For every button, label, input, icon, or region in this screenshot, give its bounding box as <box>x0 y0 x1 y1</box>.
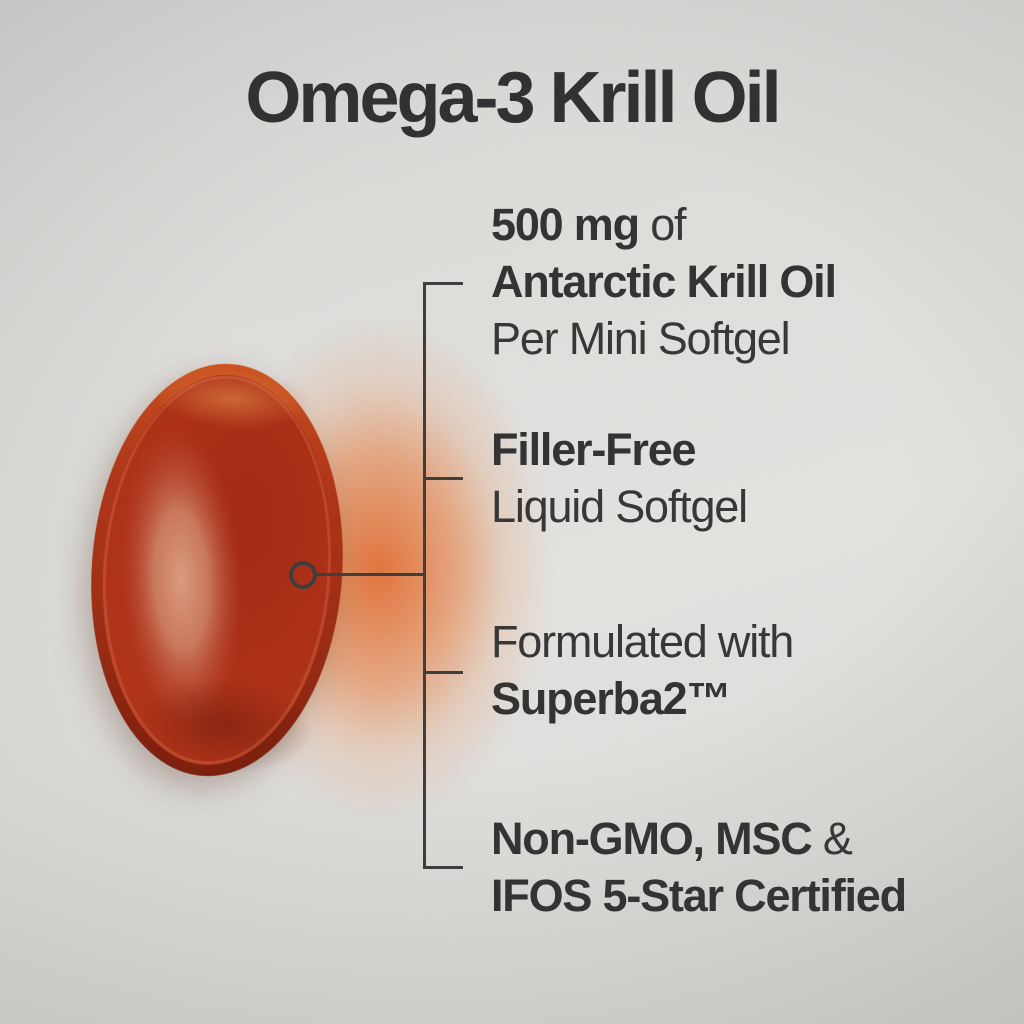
callout-filler-free: Filler-Free Liquid Softgel <box>491 421 748 535</box>
callout-superba: Formulated with Superba2™ <box>491 613 794 727</box>
callout-text-strong: Superba2™ <box>491 673 731 724</box>
callout-line: Filler-Free <box>491 421 747 478</box>
softgel-capsule-photo <box>90 363 344 777</box>
callout-text-strong: 500 mg <box>491 199 640 250</box>
callout-text-strong: IFOS 5-Star Certified <box>491 870 907 921</box>
callout-text-strong: Non-GMO, MSC <box>491 813 813 864</box>
callout-text: Per Mini Softgel <box>491 313 791 364</box>
callout-text-strong: Antarctic Krill Oil <box>491 256 837 307</box>
callout-text: & <box>811 813 853 864</box>
callout-text: Liquid Softgel <box>491 481 748 532</box>
callout-text: Formulated with <box>491 616 794 667</box>
page-title: Omega-3 Krill Oil <box>245 58 781 138</box>
pointer-line <box>314 573 424 576</box>
callout-line: Non-GMO, MSC & <box>491 810 906 867</box>
capsule-marker-circle-icon <box>289 561 317 589</box>
callout-certified: Non-GMO, MSC & IFOS 5-Star Certified <box>491 810 907 924</box>
callout-dose: 500 mg of Antarctic Krill Oil Per Mini S… <box>491 196 837 367</box>
connector-tick-certified <box>423 866 463 869</box>
connector-tick-superba <box>423 671 463 674</box>
callout-text: of <box>638 199 686 250</box>
callout-text-strong: Filler-Free <box>491 424 697 475</box>
callout-line: Formulated with <box>491 613 794 670</box>
callout-line: Liquid Softgel <box>491 478 748 535</box>
callout-line: Per Mini Softgel <box>491 310 836 367</box>
callout-line: Superba2™ <box>491 670 793 727</box>
callout-line: 500 mg of <box>491 196 836 253</box>
callout-line: Antarctic Krill Oil <box>491 253 837 310</box>
connector-tick-dose <box>423 282 463 285</box>
callout-line: IFOS 5-Star Certified <box>491 867 907 924</box>
connector-tick-filler-free <box>423 477 463 480</box>
